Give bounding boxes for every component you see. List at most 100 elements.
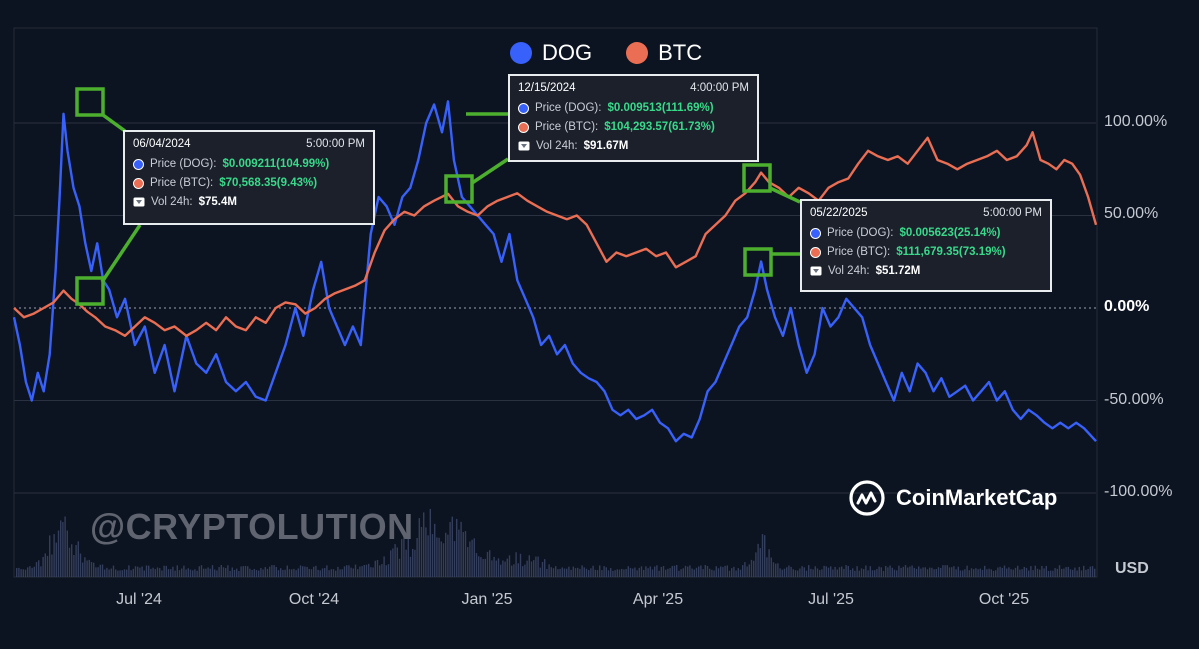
volume-bar [588,570,590,577]
volume-bar [156,567,159,577]
volume-bar [216,570,218,577]
volume-bar [60,520,62,577]
volume-bar [251,570,253,577]
legend: DOG BTC [510,40,702,66]
volume-bar [704,565,706,577]
volume-bar [524,564,526,577]
volume-bar [473,538,475,577]
volume-bar [504,561,506,577]
coinmarketcap-logo-icon [849,480,885,516]
volume-bar [786,567,788,577]
volume-bar [110,568,112,577]
volume-bar [440,541,442,577]
volume-bar [748,564,750,577]
volume-bar [115,569,117,577]
volume-bar [427,535,429,577]
volume-bar [777,563,779,577]
volume-bar [137,566,139,577]
volume-bar [805,570,808,577]
connector-line [769,186,801,204]
volume-bar [222,567,225,577]
volume-bar [145,565,148,577]
tooltip-date: 12/15/2024 [518,82,576,94]
dog-dot-icon [810,227,821,239]
volume-bar [964,569,966,577]
volume-bar [636,570,638,577]
volume-bar [409,556,412,577]
volume-bar [557,569,559,577]
volume-bar [150,568,152,577]
volume-bar [277,570,280,577]
volume-bar [590,568,592,577]
tooltip-btc-value: $70,568.35(9.43%) [219,177,318,189]
volume-bar [1054,568,1056,577]
volume-bar [898,565,900,577]
volume-bar [262,569,264,577]
x-tick-label: Jan '25 [461,591,513,608]
volume-bar [621,568,623,577]
volume-bar [856,566,858,577]
volume-bar [882,570,885,577]
volume-bar [577,567,579,577]
volume-bar [207,567,209,577]
legend-dot-btc [626,42,649,64]
volume-bar [445,532,447,577]
volume-bar [233,569,236,577]
volume-bar [834,566,836,577]
volume-bar [924,567,926,577]
volume-bar [957,566,959,577]
volume-bar [225,568,227,577]
volume-bar [918,566,920,577]
volume-bar [700,565,702,577]
volume-bar [396,547,398,577]
volume-bar [108,569,110,577]
dog-dot-icon [133,158,144,170]
volume-bar [306,566,308,577]
tooltip-may-2025: 05/22/2025 5:00:00 PM Price (DOG): $0.0056… [800,199,1052,292]
tooltip-vol-label: Vol 24h: [151,196,193,208]
volume-bar [746,566,748,577]
volume-bar [405,549,407,577]
volume-bar [304,566,306,577]
volume-bar [559,568,561,577]
volume-bar [823,565,825,577]
volume-bar [253,568,255,577]
tooltip-vol-value: $91.67M [583,140,629,152]
volume-shield-icon [518,141,530,151]
volume-bar [665,569,667,577]
volume-bar [62,522,64,577]
volume-bar [865,565,867,577]
volume-bar [480,557,482,577]
volume-bar [825,566,827,577]
volume-bar [343,566,346,577]
volume-bar [293,568,295,577]
volume-bar [1030,566,1032,577]
volume-bar [1087,569,1089,577]
volume-bar [966,565,968,577]
volume-bar [935,569,937,577]
volume-bar [511,565,513,577]
volume-bar [940,568,942,577]
volume-bar [596,570,599,577]
legend-item-dog[interactable]: DOG [510,40,592,66]
volume-bar [948,567,951,577]
volume-bar [416,538,418,577]
highlight-box-btc-may-2025 [742,163,772,193]
volume-bar [317,569,319,577]
volume-bar [1074,567,1076,577]
volume-bar [429,508,431,577]
volume-bar [79,553,82,577]
volume-bar [561,567,563,577]
volume-bar [995,570,997,577]
volume-bar [869,566,871,577]
volume-bar [449,522,451,577]
volume-bar [1072,569,1074,577]
legend-item-btc[interactable]: BTC [626,40,702,66]
volume-bar [453,541,456,577]
volume-bar [717,568,720,577]
volume-bar [398,558,401,577]
volume-bar [368,563,370,577]
volume-bar [493,556,495,577]
volume-bar [519,553,522,577]
